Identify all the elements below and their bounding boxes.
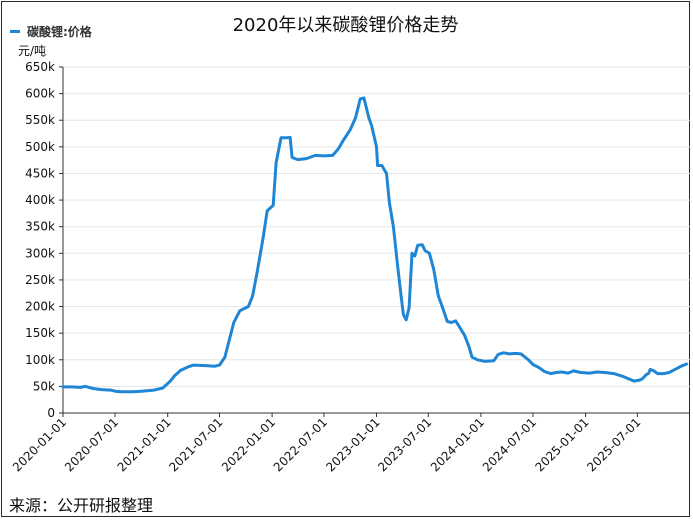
source-note: 来源：公开研报整理 [9, 496, 154, 515]
x-tick-label: 2024-07-01 [480, 415, 539, 474]
y-tick-label: 550k [25, 113, 55, 127]
y-tick-label: 400k [25, 193, 55, 207]
y-tick-label: 650k [25, 60, 55, 74]
y-tick-label: 250k [25, 273, 55, 287]
y-tick-label: 50k [33, 379, 55, 393]
y-tick-label: 500k [25, 140, 55, 154]
y-tick-label: 150k [25, 326, 55, 340]
y-tick-label: 100k [25, 353, 55, 367]
x-tick-label: 2024-01-01 [428, 415, 487, 474]
x-tick-label: 2023-01-01 [323, 415, 382, 474]
y-tick-labels: 0 50k 100k 150k 200k 250k 300k 350k 400k 450k 500k… [25, 60, 55, 420]
y-tick-label: 0 [47, 406, 55, 420]
x-tick-label: 2025-07-01 [584, 415, 643, 474]
x-tick-label: 2021-07-01 [166, 415, 225, 474]
x-tick-label: 2020-01-01 [10, 415, 69, 474]
axes [59, 66, 690, 417]
y-tick-label: 300k [25, 246, 55, 260]
x-tick-label: 2023-07-01 [375, 415, 434, 474]
y-axis-title: 元/吨 [18, 44, 46, 58]
legend-label: 碳酸锂:价格 [27, 25, 92, 39]
y-tick-label: 200k [25, 300, 55, 314]
x-tick-label: 2025-01-01 [532, 415, 591, 474]
x-tick-label: 2021-01-01 [115, 415, 174, 474]
series-lines [61, 96, 689, 394]
series-line [61, 96, 689, 394]
chart-title: 2020年以来碳酸锂价格走势 [232, 15, 459, 36]
legend-swatch [10, 30, 20, 33]
y-tick-label: 450k [25, 166, 55, 180]
x-tick-labels: 2020-01-012020-07-012021-01-012021-07-01… [10, 415, 644, 474]
x-tick-label: 2020-07-01 [62, 415, 121, 474]
y-tick-label: 600k [25, 87, 55, 101]
x-tick-label: 2022-01-01 [219, 415, 278, 474]
y-tick-label: 350k [25, 220, 55, 234]
grid-lines [63, 66, 690, 387]
legend[interactable]: 碳酸锂:价格 [10, 23, 92, 40]
x-tick-label: 2022-07-01 [271, 415, 330, 474]
